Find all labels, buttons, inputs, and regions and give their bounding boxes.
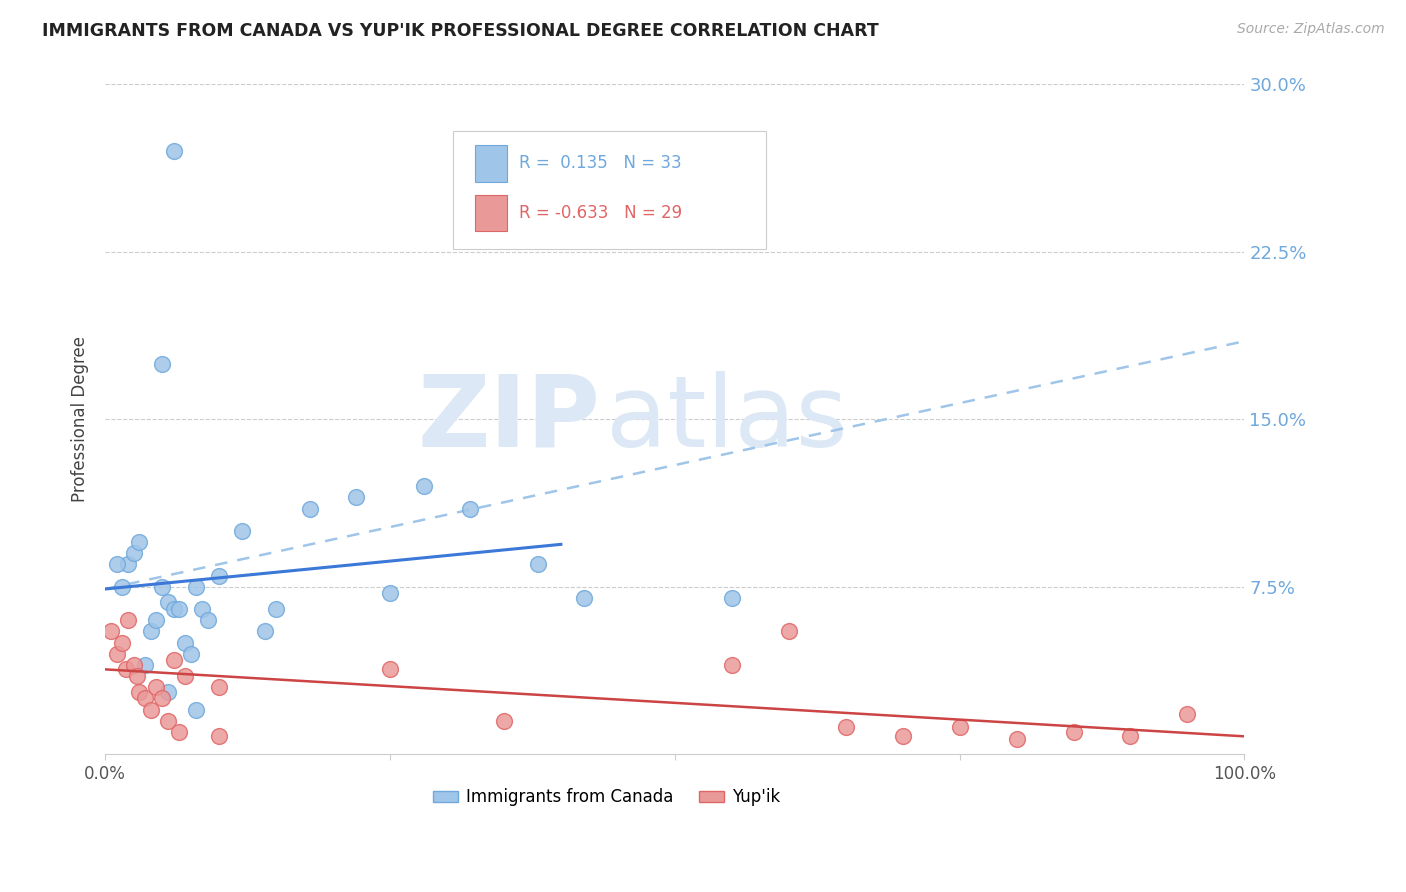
Point [299, 501, 322, 516]
Point [139, 702, 162, 716]
Point [162, 602, 184, 616]
Point [162, 145, 184, 159]
Point [134, 691, 156, 706]
Point [208, 680, 231, 694]
Point [145, 680, 167, 694]
Point [197, 613, 219, 627]
Point [150, 691, 173, 706]
Point [344, 491, 367, 505]
Point [264, 602, 287, 616]
Point [127, 669, 149, 683]
Point [949, 720, 972, 734]
Point [720, 657, 742, 672]
Text: R =  0.135   N = 33: R = 0.135 N = 33 [519, 154, 682, 172]
FancyBboxPatch shape [475, 194, 508, 231]
Point [122, 657, 145, 672]
Point [105, 647, 128, 661]
Point [891, 730, 914, 744]
Point [572, 591, 595, 605]
Point [174, 635, 197, 649]
Point [100, 624, 122, 639]
Y-axis label: Professional Degree: Professional Degree [72, 336, 89, 502]
Point [111, 580, 134, 594]
Point [208, 730, 231, 744]
Point [1063, 724, 1085, 739]
Legend: Immigrants from Canada, Yup'ik: Immigrants from Canada, Yup'ik [426, 781, 787, 813]
Point [156, 595, 179, 609]
Point [720, 591, 742, 605]
Point [186, 702, 208, 716]
Point [122, 546, 145, 560]
Point [180, 647, 202, 661]
Point [156, 684, 179, 698]
Point [231, 524, 253, 538]
Point [111, 635, 134, 649]
Point [186, 580, 208, 594]
Text: R = -0.633   N = 29: R = -0.633 N = 29 [519, 204, 682, 222]
Point [378, 662, 401, 676]
Text: atlas: atlas [606, 371, 848, 467]
Point [145, 613, 167, 627]
Point [208, 568, 231, 582]
Point [458, 501, 481, 516]
Point [174, 669, 197, 683]
Point [105, 558, 128, 572]
Point [139, 624, 162, 639]
Point [150, 357, 173, 371]
Text: Source: ZipAtlas.com: Source: ZipAtlas.com [1237, 22, 1385, 37]
Point [1177, 706, 1199, 721]
FancyBboxPatch shape [453, 131, 766, 249]
Text: ZIP: ZIP [418, 371, 600, 467]
Point [150, 580, 173, 594]
Point [1119, 730, 1142, 744]
Point [128, 535, 150, 549]
Text: IMMIGRANTS FROM CANADA VS YUP'IK PROFESSIONAL DEGREE CORRELATION CHART: IMMIGRANTS FROM CANADA VS YUP'IK PROFESS… [42, 22, 879, 40]
Point [1005, 731, 1028, 746]
Point [527, 558, 550, 572]
Point [117, 558, 139, 572]
Point [167, 602, 190, 616]
Point [117, 613, 139, 627]
Point [134, 657, 156, 672]
Point [156, 714, 179, 728]
Point [834, 720, 856, 734]
Point [167, 724, 190, 739]
Point [162, 653, 184, 667]
Point [191, 602, 214, 616]
Point [778, 624, 800, 639]
Point [114, 662, 136, 676]
Point [128, 684, 150, 698]
Point [378, 586, 401, 600]
FancyBboxPatch shape [475, 145, 508, 182]
Point [253, 624, 276, 639]
Point [413, 479, 436, 493]
Point [492, 714, 515, 728]
